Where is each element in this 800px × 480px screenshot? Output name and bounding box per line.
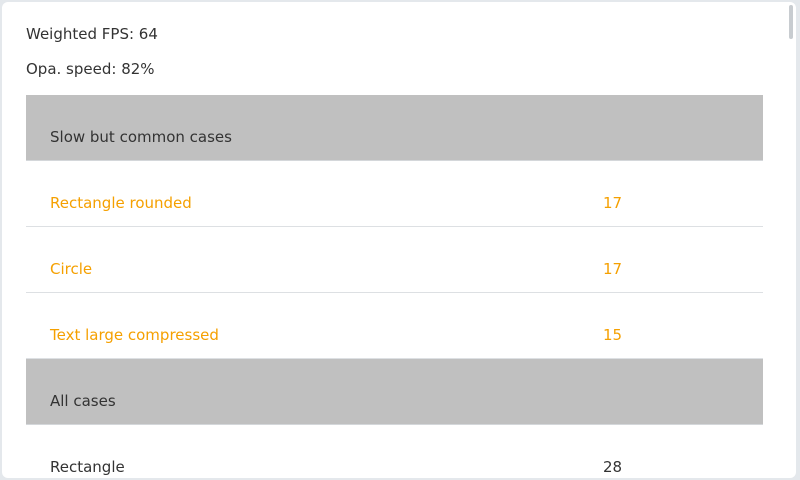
results-table: Slow but common cases Rectangle rounded 1… xyxy=(26,95,763,478)
case-fps: 17 xyxy=(603,259,623,278)
table-row: Rectangle 28 xyxy=(26,425,763,478)
vertical-scrollbar[interactable] xyxy=(789,5,793,39)
case-name: Rectangle rounded xyxy=(50,193,192,212)
section-header-all: All cases xyxy=(26,359,763,425)
section-title: All cases xyxy=(50,391,116,410)
case-name: Text large compressed xyxy=(50,325,219,344)
table-row: Circle 17 xyxy=(26,227,763,293)
table-row: Rectangle rounded 17 xyxy=(26,161,763,227)
section-header-slow: Slow but common cases xyxy=(26,95,763,161)
case-fps: 15 xyxy=(603,325,623,344)
section-title: Slow but common cases xyxy=(50,127,232,146)
opa-speed-label: Opa. speed: 82% xyxy=(26,60,155,78)
case-fps: 17 xyxy=(603,193,623,212)
table-row: Text large compressed 15 xyxy=(26,293,763,359)
case-name: Rectangle xyxy=(50,457,125,476)
weighted-fps-label: Weighted FPS: 64 xyxy=(26,25,158,43)
case-name: Circle xyxy=(50,259,93,278)
case-fps: 28 xyxy=(603,457,623,476)
